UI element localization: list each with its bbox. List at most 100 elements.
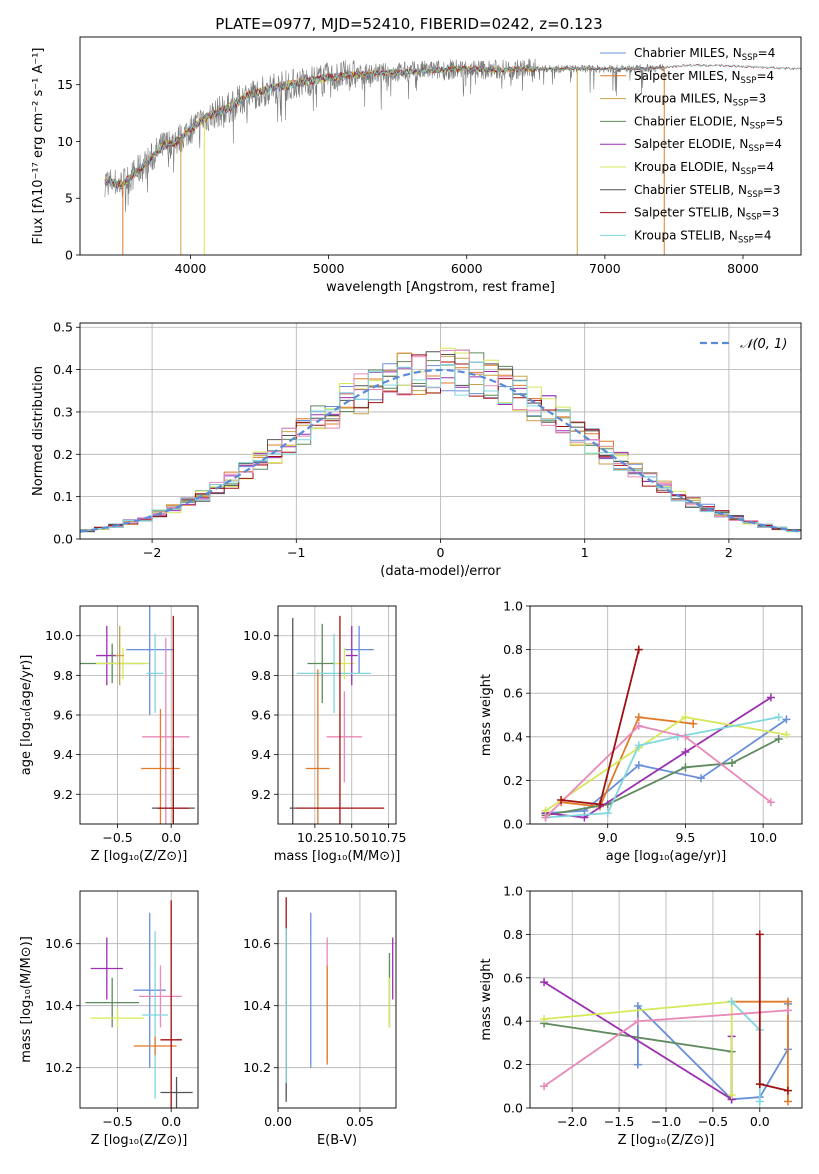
tick-label-x: −0.5	[698, 1114, 728, 1129]
legend-sub: SSP	[738, 235, 754, 245]
legend-sub: SSP	[733, 99, 749, 109]
errorbar-point-1	[85, 977, 139, 1028]
tick-label-x: 10.50	[334, 830, 370, 845]
weight-marker	[540, 1082, 549, 1091]
errorbar-point-4	[139, 965, 182, 1028]
axes-frame	[79, 605, 199, 825]
weight-series-7	[755, 930, 792, 1095]
tick-label-y: 9.6	[53, 708, 73, 723]
tick-label-x: 9.5	[675, 830, 695, 845]
legend-suffix: =3	[762, 206, 780, 220]
tick-label-y: 0.0	[53, 532, 73, 547]
legend-suffix: =3	[749, 92, 767, 106]
tick-label-x: 0.0	[750, 1114, 770, 1129]
panel-age_vs_Z: −0.5 0.0 9.2 9.4 9.6 9.8 10.0 Z [log₁₀(Z/Z⊙)] ag…	[19, 605, 199, 864]
weight-line	[560, 716, 694, 808]
y-axis-label: age [log₁₀(age/yr)]	[19, 655, 34, 776]
panel-weight_vs_Z: −2.0 −1.5 −1.0 −0.5 0.0 0.0 0.2 0.4 0.6 0.8 1.0 Z […	[479, 884, 803, 1148]
errorbar-point-8	[295, 615, 385, 824]
tick-label-y: 10	[57, 134, 73, 149]
legend-label: Salpeter ELODIE, N	[634, 137, 748, 151]
weight-marker	[540, 1015, 549, 1024]
tick-label-x: −1	[287, 545, 305, 560]
tick-label-y: 9.4	[53, 747, 73, 762]
plot-area-age_vs_Z	[80, 606, 195, 824]
tick-label-y: 10.0	[45, 628, 73, 643]
legend-suffix: =4	[754, 228, 772, 242]
tick-label-y: 0.2	[53, 447, 73, 462]
legend-label: Kroupa MILES, N	[634, 92, 733, 106]
plot-area-mass_vs_Z	[85, 900, 193, 1108]
panel-age_vs_mass: 10.25 10.50 10.75 9.2 9.4 9.6 9.8 10.0 mass [log…	[243, 605, 407, 864]
tick-label-x: −0.5	[102, 1114, 132, 1129]
tick-label-y: 0.4	[503, 1014, 523, 1029]
weight-marker	[689, 719, 698, 728]
tick-label-x: 7000	[589, 261, 621, 276]
weight-marker	[595, 800, 604, 809]
legend-entry-2: Kroupa MILES, NSSP=3	[634, 92, 766, 109]
tick-label-x: 4000	[175, 261, 207, 276]
panel-mass_vs_ebv: 0.00 0.05 10.2 10.4 10.6 E(B-V)	[243, 890, 397, 1148]
legend-entry-3: Chabrier ELODIE, NSSP=5	[634, 114, 783, 131]
errorbar-point-3	[115, 625, 124, 686]
tick-label-x: −2	[143, 545, 161, 560]
tick-label-x: 10.0	[749, 830, 777, 845]
weight-series-3	[540, 978, 736, 1104]
axes-frame	[79, 36, 802, 256]
legend-entry-1: Salpeter MILES, NSSP=4	[634, 69, 774, 86]
weight-marker	[634, 721, 643, 730]
weight-marker	[774, 713, 783, 722]
residual-histogram-9	[80, 361, 801, 532]
observed-spectrum	[104, 58, 665, 213]
tick-label-x: 0.0	[161, 830, 181, 845]
chart-title: PLATE=0977, MJD=52410, FIBERID=0242, z=0…	[215, 15, 602, 33]
legend-entry-4: Salpeter ELODIE, NSSP=4	[634, 137, 782, 154]
errorbar-point-3	[345, 625, 358, 686]
weight-marker	[681, 748, 690, 757]
weight-marker	[633, 1017, 642, 1026]
errorbar-point-7	[160, 900, 182, 1108]
weight-marker	[783, 997, 792, 1006]
y-axis-label: Normed distribution	[31, 366, 46, 496]
axes-frame	[277, 605, 397, 825]
weight-marker	[783, 1097, 792, 1106]
y-axis-label: mass [log₁₀(M/M⊙)]	[19, 936, 34, 1063]
weight-marker	[755, 1097, 764, 1106]
weight-series-5	[541, 713, 783, 822]
tick-label-y: 0.4	[503, 729, 523, 744]
weight-marker	[727, 1090, 736, 1099]
axes-frame	[529, 605, 803, 825]
x-axis-label: Z [log₁₀(Z/Z⊙)]	[91, 1133, 188, 1148]
tick-label-x: 0	[437, 545, 445, 560]
axes-frame	[529, 890, 803, 1109]
tick-label-y: 0.4	[53, 362, 73, 377]
legend-label: Chabrier ELODIE, N	[634, 114, 750, 128]
legend-entry-6: Chabrier STELIB, NSSP=3	[634, 183, 781, 200]
errorbar-point-8	[160, 1077, 193, 1108]
legend-label: Chabrier STELIB, N	[634, 183, 747, 197]
tick-label-y: 0.8	[503, 927, 523, 942]
plot-area-age_vs_mass	[289, 615, 385, 824]
plot-area-spectrum	[104, 58, 801, 255]
errorbar-point-5	[146, 633, 164, 714]
x-axis-label: Z [log₁₀(Z/Z⊙)]	[91, 849, 188, 864]
errorbar-point-4	[297, 633, 371, 714]
errorbar-point-9	[157, 615, 190, 824]
tick-label-y: 15	[57, 77, 73, 92]
tick-label-y: 9.8	[53, 668, 73, 683]
errorbar-point-2	[96, 647, 150, 680]
weight-marker	[634, 741, 643, 750]
tick-label-x: 10.25	[297, 830, 333, 845]
weight-marker	[540, 978, 549, 987]
tick-label-x: 0.00	[264, 1114, 292, 1129]
x-axis-label: age [log₁₀(age/yr)]	[606, 849, 727, 864]
plot-area-weight_vs_Z	[540, 930, 792, 1106]
errorbar-point-2	[90, 1008, 145, 1028]
legend-sub: SSP	[742, 53, 758, 63]
weight-line	[560, 649, 640, 806]
tick-label-y: 9.2	[53, 787, 73, 802]
errorbar-point-0	[344, 625, 374, 674]
legend-suffix: =4	[764, 137, 782, 151]
axes-frame	[277, 890, 397, 1109]
